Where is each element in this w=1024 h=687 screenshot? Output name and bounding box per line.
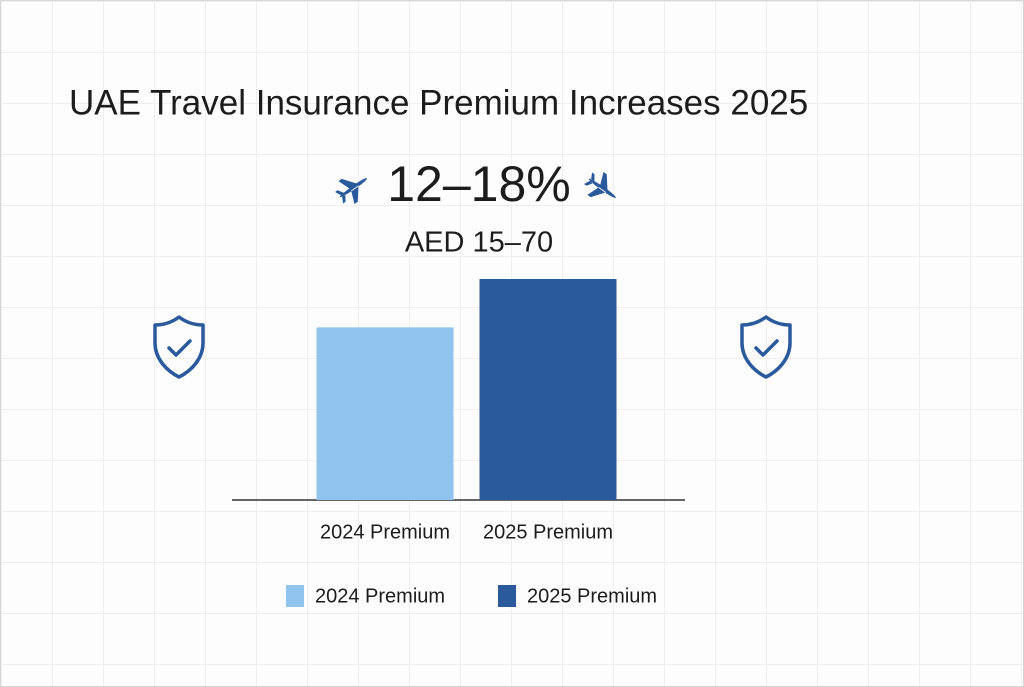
legend-swatch bbox=[286, 585, 304, 607]
shield-icon bbox=[740, 315, 792, 379]
legend-label: 2024 Premium bbox=[315, 585, 445, 607]
shield-icon bbox=[153, 315, 205, 379]
legend-label: 2025 Premium bbox=[527, 585, 657, 607]
plane-icon bbox=[584, 171, 616, 198]
x-tick-label: 2025 Premium bbox=[483, 521, 613, 543]
headline-range: 12–18% bbox=[387, 156, 571, 212]
plane-icon bbox=[335, 178, 367, 205]
chart-title: UAE Travel Insurance Premium Increases 2… bbox=[69, 83, 808, 122]
bar bbox=[316, 327, 454, 500]
subheadline: AED 15–70 bbox=[405, 227, 553, 259]
bar bbox=[479, 279, 617, 500]
legend-swatch bbox=[498, 585, 516, 607]
x-tick-label: 2024 Premium bbox=[320, 521, 450, 543]
